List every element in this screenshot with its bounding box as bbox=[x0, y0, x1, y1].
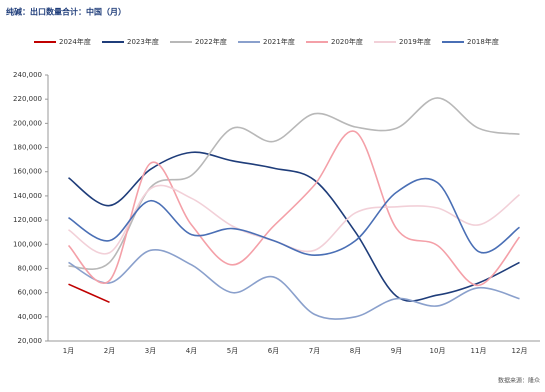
legend-label: 2021年度 bbox=[263, 37, 295, 46]
y-tick-label: 200,000 bbox=[13, 119, 42, 127]
x-tick-label: 10月 bbox=[430, 347, 446, 355]
line-series bbox=[68, 97, 520, 270]
y-tick-label: 40,000 bbox=[18, 313, 43, 321]
legend-label: 2019年度 bbox=[399, 37, 431, 46]
y-tick-label: 60,000 bbox=[18, 289, 43, 297]
legend-label: 2022年度 bbox=[195, 37, 227, 46]
line-series bbox=[68, 151, 520, 302]
x-tick-label: 6月 bbox=[268, 347, 279, 355]
x-tick-label: 12月 bbox=[512, 347, 528, 355]
x-tick-label: 2月 bbox=[104, 347, 115, 355]
y-tick-label: 100,000 bbox=[13, 240, 42, 248]
x-tick-label: 3月 bbox=[145, 347, 156, 355]
x-tick-label: 5月 bbox=[227, 347, 238, 355]
legend-label: 2020年度 bbox=[331, 37, 363, 46]
source: 数据来源：隆众 bbox=[498, 377, 540, 385]
y-tick-label: 20,000 bbox=[18, 337, 43, 345]
y-tick-label: 240,000 bbox=[13, 71, 42, 79]
y-tick-label: 180,000 bbox=[13, 144, 42, 152]
x-tick-label: 1月 bbox=[63, 347, 74, 355]
x-tick-label: 4月 bbox=[186, 347, 197, 355]
x-tick-label: 11月 bbox=[471, 347, 487, 355]
line-series bbox=[67, 130, 521, 287]
y-tick-label: 160,000 bbox=[13, 168, 42, 176]
y-tick-label: 120,000 bbox=[13, 216, 42, 224]
chart-title: 纯碱：出口数量合计：中国（月） bbox=[6, 7, 126, 17]
legend-label: 2024年度 bbox=[59, 37, 91, 46]
line-series bbox=[68, 283, 110, 304]
x-tick-label: 7月 bbox=[309, 347, 320, 355]
y-tick-label: 80,000 bbox=[18, 264, 43, 272]
legend-label: 2018年度 bbox=[467, 37, 499, 46]
line-series bbox=[68, 248, 520, 320]
legend-label: 2023年度 bbox=[127, 37, 159, 46]
line-series bbox=[68, 177, 520, 256]
x-tick-label: 8月 bbox=[350, 347, 361, 355]
y-tick-label: 140,000 bbox=[13, 192, 42, 200]
y-tick-label: 220,000 bbox=[13, 95, 42, 103]
x-tick-label: 9月 bbox=[391, 347, 402, 355]
